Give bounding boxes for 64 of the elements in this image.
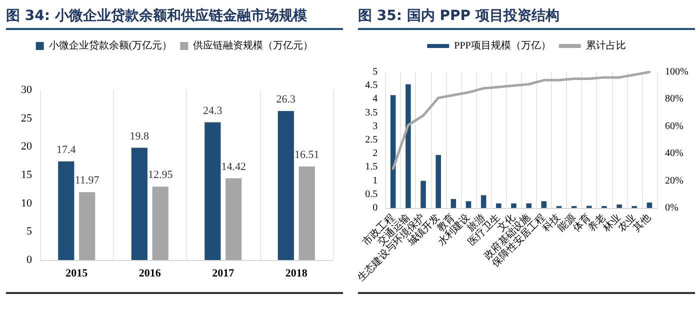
legend-label: PPP项目规模（万亿） <box>454 40 551 52</box>
data-label: 12.95 <box>148 169 174 182</box>
bar <box>226 178 242 260</box>
bar <box>646 202 652 208</box>
y-tick-label: 3 <box>372 120 378 132</box>
y2-tick-label: 0% <box>665 202 678 214</box>
y-tick-label: 0.5 <box>365 188 378 200</box>
y2-tick-label: 80% <box>665 94 684 105</box>
bar <box>204 122 221 260</box>
chart-title: 图 35: 国内 PPP 项目投资结构 <box>358 4 695 30</box>
y-tick-label: 10 <box>21 197 32 210</box>
data-label: 16.51 <box>294 148 320 161</box>
y-tick-label: 3.5 <box>365 107 378 118</box>
bar <box>406 84 411 208</box>
y-tick-label: 30 <box>21 84 32 96</box>
y-tick-label: 2.5 <box>365 134 378 146</box>
legend-label: 累计占比 <box>586 40 626 52</box>
y2-tick-label: 60% <box>665 120 684 132</box>
bar <box>131 148 148 260</box>
legend-label: 供应链融资规模（万亿元） <box>193 40 314 52</box>
data-label: 19.8 <box>130 130 150 142</box>
x-tick-label: 2017 <box>212 268 235 280</box>
x-tick-label: 2018 <box>285 268 308 280</box>
data-label: 17.4 <box>56 144 76 156</box>
y-tick-label: 4 <box>372 94 378 105</box>
bar <box>420 180 426 208</box>
y-tick-label: 20 <box>21 140 32 153</box>
bar <box>278 110 294 260</box>
y-tick-label: 5 <box>372 66 378 78</box>
legend-label: 小微企业贷款余额(万亿元） <box>48 40 172 52</box>
y-tick-label: 0 <box>26 254 32 266</box>
y-tick-label: 25 <box>21 112 32 124</box>
bar <box>152 186 168 260</box>
chart-title: 图 34: 小微企业贷款余额和供应链金融市场规模 <box>6 4 343 30</box>
bar <box>480 195 486 208</box>
y-tick-label: 0 <box>372 202 378 214</box>
bar <box>616 204 622 208</box>
y2-tick-label: 100% <box>665 66 688 78</box>
bar <box>436 154 441 208</box>
bar <box>541 201 547 208</box>
x-tick-label: 2016 <box>138 268 162 280</box>
bar <box>58 161 74 260</box>
data-label: 14.42 <box>221 160 246 173</box>
y2-tick-label: 20% <box>665 175 684 186</box>
bar <box>450 199 456 208</box>
bar <box>496 203 502 208</box>
y2-tick-label: 40% <box>665 148 684 160</box>
bar <box>390 95 396 208</box>
x-tick-label: 2015 <box>66 268 88 280</box>
bar <box>298 166 315 260</box>
data-label: 24.3 <box>203 104 223 117</box>
line-series <box>392 70 651 170</box>
y-tick-label: 1 <box>372 175 378 186</box>
y-tick-label: 1.5 <box>365 162 378 173</box>
y-tick-label: 4.5 <box>365 80 378 92</box>
data-label: 11.97 <box>74 174 100 187</box>
bar <box>79 192 96 260</box>
bar <box>466 201 472 208</box>
y-tick-label: 2 <box>372 148 378 160</box>
y-tick-label: 15 <box>21 169 32 181</box>
bar <box>511 203 516 208</box>
y-tick-label: 5 <box>26 226 32 238</box>
data-label: 26.3 <box>276 93 296 106</box>
bar <box>526 203 532 208</box>
